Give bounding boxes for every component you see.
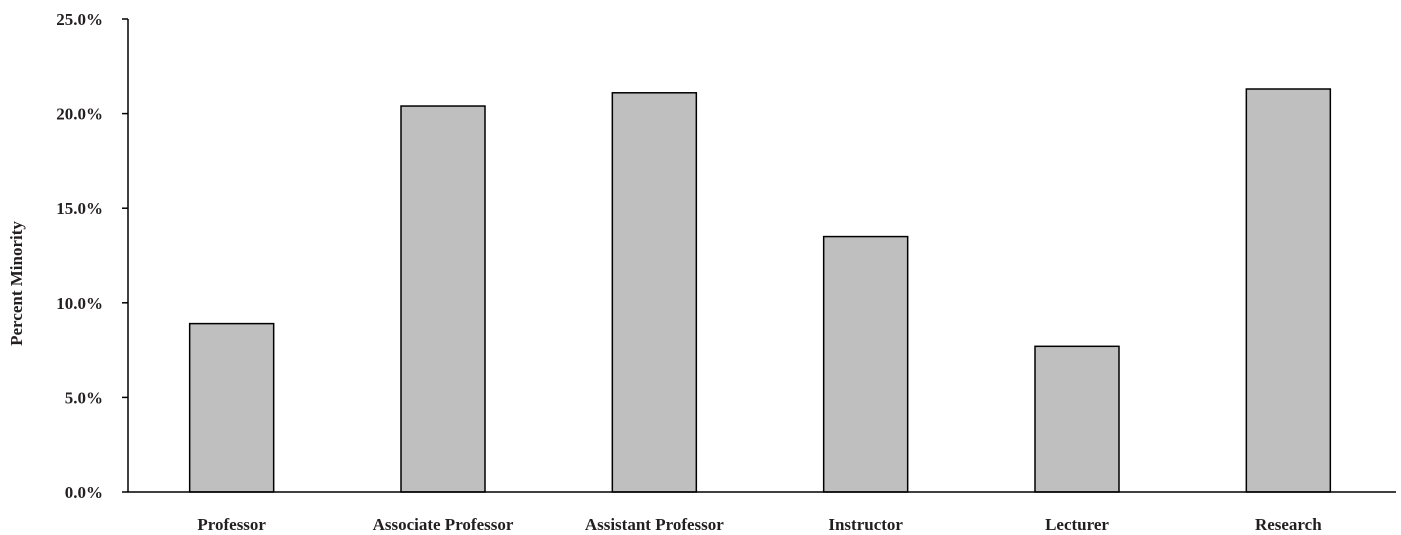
bar bbox=[822, 235, 909, 493]
x-category-label: Assistant Professor bbox=[585, 515, 724, 534]
y-tick-label: 15.0% bbox=[56, 199, 103, 218]
x-category-label: Instructor bbox=[828, 515, 903, 534]
bars bbox=[188, 88, 1332, 493]
y-axis-ticks: 0.0% 5.0% 10.0% 15.0% 20.0% 25.0% bbox=[56, 10, 128, 502]
y-tick-label: 0.0% bbox=[65, 483, 103, 502]
y-tick-label: 25.0% bbox=[56, 10, 103, 29]
x-category-label: Research bbox=[1255, 515, 1322, 534]
bar bbox=[400, 105, 486, 493]
y-tick-label: 5.0% bbox=[65, 388, 103, 407]
y-tick-label: 20.0% bbox=[56, 105, 103, 124]
y-axis-title: Percent Minority bbox=[7, 221, 26, 346]
bar bbox=[1034, 345, 1120, 493]
bar bbox=[1245, 88, 1332, 493]
y-tick-label: 10.0% bbox=[56, 294, 103, 313]
x-category-label: Lecturer bbox=[1045, 515, 1109, 534]
bar bbox=[611, 92, 698, 493]
x-category-label: Associate Professor bbox=[373, 515, 514, 534]
bar bbox=[188, 322, 275, 493]
x-category-label: Professor bbox=[197, 515, 266, 534]
x-axis-labels: Professor Associate Professor Assistant Pr… bbox=[197, 515, 1322, 534]
